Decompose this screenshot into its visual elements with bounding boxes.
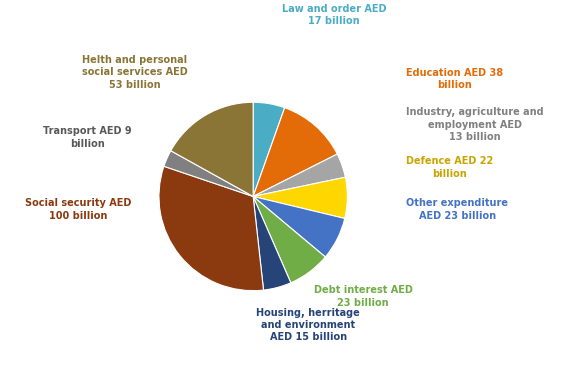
Text: Law and order AED
17 billion: Law and order AED 17 billion [282, 4, 387, 26]
Text: Debt interest AED
23 billion: Debt interest AED 23 billion [314, 285, 413, 308]
Text: Other expenditure
AED 23 billion: Other expenditure AED 23 billion [406, 199, 508, 221]
Text: Social security AED
100 billion: Social security AED 100 billion [25, 199, 131, 221]
Wedge shape [253, 177, 348, 218]
Text: Housing, herritage
and environment
AED 15 billion: Housing, herritage and environment AED 1… [256, 308, 360, 343]
Wedge shape [171, 102, 253, 197]
Wedge shape [253, 102, 285, 197]
Wedge shape [164, 151, 253, 197]
Wedge shape [253, 154, 345, 197]
Text: Transport AED 9
billion: Transport AED 9 billion [43, 126, 131, 149]
Wedge shape [253, 197, 345, 257]
Wedge shape [253, 197, 291, 290]
Wedge shape [253, 197, 325, 283]
Text: Education AED 38
billion: Education AED 38 billion [406, 67, 503, 90]
Wedge shape [253, 108, 337, 197]
Text: Defence AED 22
billion: Defence AED 22 billion [406, 157, 494, 179]
Wedge shape [159, 166, 264, 291]
Text: Industry, agriculture and
employment AED
13 billion: Industry, agriculture and employment AED… [406, 107, 544, 142]
Text: Helth and personal
social services AED
53 billion: Helth and personal social services AED 5… [82, 55, 188, 90]
